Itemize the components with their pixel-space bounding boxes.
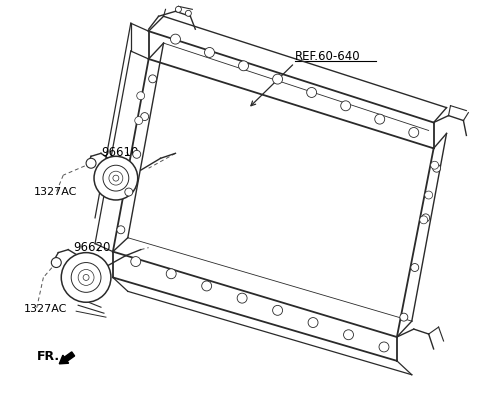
Text: 96610: 96610: [101, 146, 138, 159]
Circle shape: [420, 216, 428, 224]
Circle shape: [51, 257, 61, 268]
Text: FR.: FR.: [36, 350, 60, 364]
Circle shape: [409, 128, 419, 137]
Circle shape: [176, 6, 181, 12]
Circle shape: [422, 214, 430, 222]
Circle shape: [273, 305, 283, 315]
Circle shape: [273, 74, 283, 84]
Circle shape: [204, 48, 215, 57]
Circle shape: [71, 263, 101, 292]
Circle shape: [78, 270, 94, 286]
Circle shape: [135, 116, 143, 124]
Circle shape: [202, 281, 212, 291]
Circle shape: [166, 269, 176, 279]
Circle shape: [117, 226, 125, 234]
Circle shape: [308, 318, 318, 327]
Circle shape: [131, 257, 141, 267]
Circle shape: [170, 34, 180, 44]
Circle shape: [344, 330, 353, 340]
Circle shape: [375, 114, 384, 124]
Text: REF.60-640: REF.60-640: [295, 50, 360, 63]
Circle shape: [400, 313, 408, 321]
Circle shape: [425, 191, 432, 199]
Circle shape: [113, 175, 119, 181]
Circle shape: [411, 263, 419, 272]
Circle shape: [103, 165, 129, 191]
Circle shape: [149, 75, 156, 83]
Circle shape: [432, 164, 441, 172]
Circle shape: [239, 61, 249, 71]
Circle shape: [379, 342, 389, 352]
Circle shape: [341, 101, 351, 111]
Text: 96620: 96620: [73, 241, 110, 254]
Circle shape: [83, 274, 89, 280]
Text: 1327AC: 1327AC: [24, 304, 67, 314]
Circle shape: [237, 293, 247, 303]
Circle shape: [137, 92, 144, 100]
Circle shape: [125, 188, 133, 196]
Circle shape: [133, 150, 141, 158]
Circle shape: [86, 158, 96, 168]
Circle shape: [141, 112, 149, 120]
Circle shape: [109, 171, 123, 185]
Circle shape: [94, 156, 138, 200]
Text: 1327AC: 1327AC: [34, 187, 77, 197]
FancyArrow shape: [59, 352, 74, 364]
Circle shape: [431, 161, 439, 169]
Circle shape: [307, 88, 317, 97]
Circle shape: [61, 253, 111, 302]
Circle shape: [185, 10, 192, 16]
